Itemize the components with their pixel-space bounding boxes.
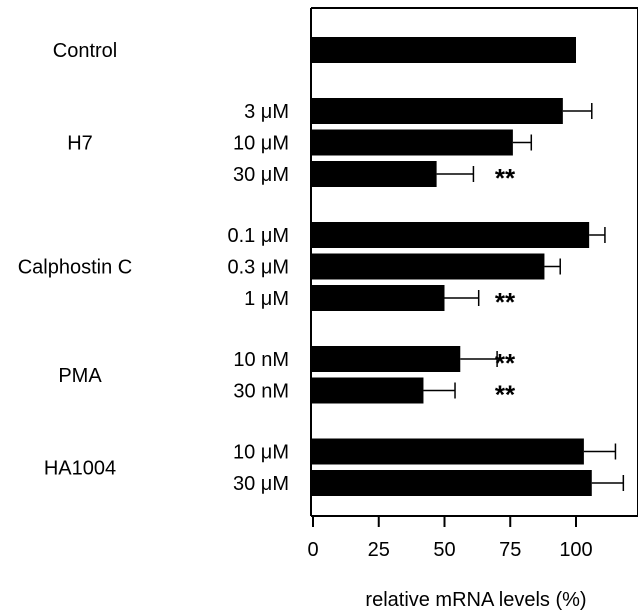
bar-label: 30 nM — [233, 381, 289, 403]
x-axis-label: relative mRNA levels (%) — [365, 589, 586, 611]
bar-label: 3 μM — [244, 101, 289, 123]
bar — [311, 253, 545, 280]
group-label: H7 — [67, 133, 93, 155]
bar-label: 0.3 μM — [227, 257, 289, 279]
bar-label: 10 nM — [233, 349, 289, 371]
significance-mark: ** — [495, 163, 516, 193]
bar — [311, 346, 461, 372]
bar-label: 1 μM — [244, 288, 289, 310]
group-label: Control — [53, 40, 117, 62]
bar — [311, 438, 584, 465]
bar-label: 30 μM — [233, 473, 289, 495]
group-label: HA1004 — [44, 457, 116, 479]
significance-mark: ** — [495, 380, 516, 410]
x-tick-label: 0 — [307, 539, 318, 561]
significance-mark: ** — [495, 348, 516, 378]
group-label: Calphostin C — [18, 257, 133, 279]
bar-label: 0.1 μM — [227, 225, 289, 247]
bar-label: 10 μM — [233, 442, 289, 464]
bar-label: 30 μM — [233, 164, 289, 186]
x-tick-label: 100 — [559, 539, 592, 561]
bar-label: 10 μM — [233, 133, 289, 155]
bar — [311, 98, 563, 124]
bar — [311, 470, 592, 496]
bar — [311, 161, 437, 187]
x-tick-label: 50 — [433, 539, 455, 561]
group-label: PMA — [58, 365, 102, 387]
bar — [311, 129, 513, 156]
bar — [311, 222, 590, 248]
significance-mark: ** — [495, 287, 516, 317]
bar — [311, 377, 424, 404]
bar — [311, 37, 576, 63]
bar — [311, 285, 445, 311]
x-tick-label: 25 — [368, 539, 390, 561]
x-tick-label: 75 — [499, 539, 521, 561]
